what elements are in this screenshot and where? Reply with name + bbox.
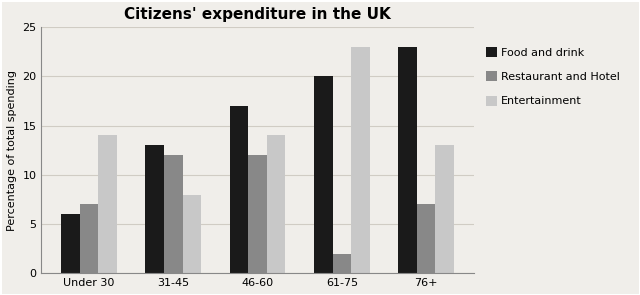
Bar xyxy=(248,155,267,273)
Bar xyxy=(61,214,79,273)
Bar xyxy=(435,145,454,273)
Bar xyxy=(164,155,182,273)
Bar xyxy=(145,145,164,273)
Bar xyxy=(351,47,370,273)
Legend: Food and drink, Restaurant and Hotel, Entertainment: Food and drink, Restaurant and Hotel, En… xyxy=(483,45,622,109)
Bar xyxy=(417,204,435,273)
Bar xyxy=(314,76,333,273)
Bar xyxy=(230,106,248,273)
Bar xyxy=(398,47,417,273)
Bar xyxy=(267,135,285,273)
Title: Citizens' expenditure in the UK: Citizens' expenditure in the UK xyxy=(124,7,391,22)
Y-axis label: Percentage of total spending: Percentage of total spending xyxy=(7,70,17,231)
Bar xyxy=(79,204,98,273)
Bar xyxy=(98,135,116,273)
Bar xyxy=(333,253,351,273)
Bar xyxy=(182,194,201,273)
